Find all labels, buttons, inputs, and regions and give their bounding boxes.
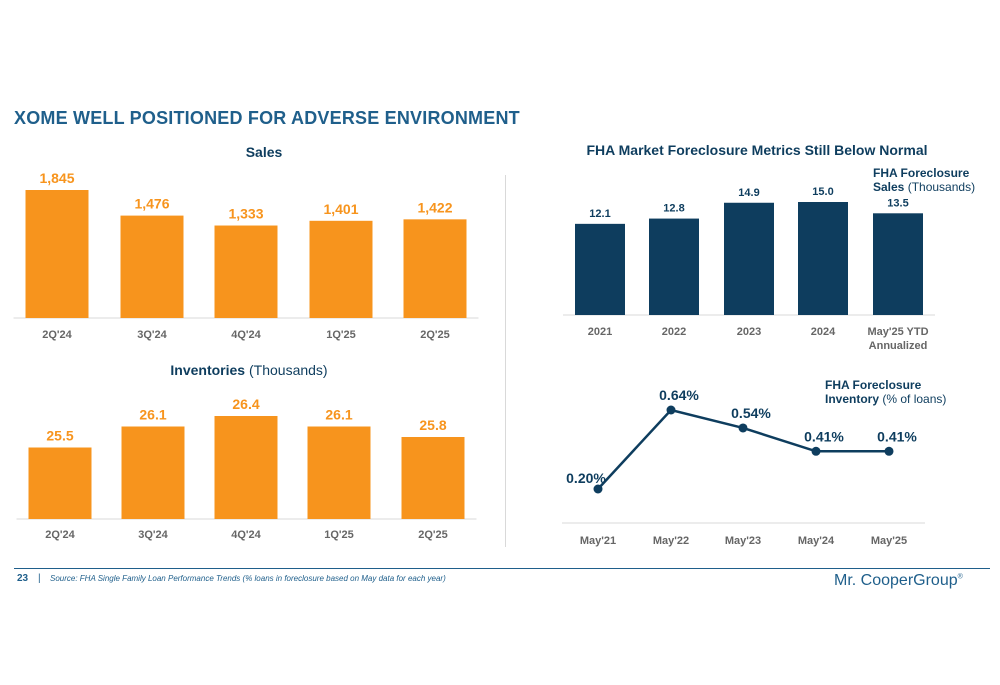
sales-data-label-3: 1,333 (228, 206, 263, 222)
fha-inventory-legend-line2: Inventory (% of loans) (825, 392, 946, 406)
inventories-data-label-5: 25.8 (419, 417, 446, 433)
fha-sales-bar-3 (724, 202, 774, 315)
fha-sales-legend-unit: (Thousands) (904, 180, 975, 194)
inventories-bar-5 (401, 437, 465, 519)
fha-inventory-data-label-5: 0.41% (877, 428, 917, 444)
sales-tick-label-3: 4Q'24 (231, 329, 261, 341)
fha-sales-tick-sublabel-5: Annualized (869, 340, 928, 352)
fha-inventory-tick-label-4: May'24 (798, 535, 835, 547)
fha-sales-tick-label-2: 2022 (662, 326, 686, 338)
sales-data-label-5: 1,422 (417, 199, 452, 215)
sales-tick-label-2: 3Q'24 (137, 329, 167, 341)
fha-sales-bar-1 (575, 223, 625, 315)
fha-inventory-point-4 (811, 446, 821, 456)
sales-bar-4 (309, 220, 373, 318)
sales-chart-title: Sales (246, 144, 283, 160)
fha-sales-bar-4 (798, 202, 848, 315)
fha-sales-tick-label-3: 2023 (737, 326, 761, 338)
inventories-bar-3 (214, 416, 278, 519)
footer-rule (14, 568, 990, 569)
sales-tick-label-4: 1Q'25 (326, 329, 356, 341)
inventories-bar-4 (307, 426, 371, 519)
fha-inventory-point-5 (884, 446, 894, 456)
fha-sales-data-label-1: 12.1 (589, 208, 610, 220)
fha-inventory-data-label-3: 0.54% (731, 405, 771, 421)
fha-inventory-tick-label-3: May'23 (725, 535, 761, 547)
logo-text: Mr. CooperGroup (834, 572, 958, 589)
panel-divider (505, 175, 506, 547)
fha-inventory-point-2 (666, 405, 676, 415)
sales-data-label-4: 1,401 (323, 201, 358, 217)
fha-sales-legend-line2: Sales (Thousands) (873, 180, 975, 194)
sales-bar-5 (403, 219, 467, 318)
inventories-bar-2 (121, 426, 185, 519)
fha-sales-bar-5 (873, 213, 923, 315)
fha-sales-tick-label-4: 2024 (811, 326, 836, 338)
logo-registered-mark: ® (957, 573, 963, 581)
fha-sales-tick-label-5: May'25 YTD (867, 326, 928, 338)
inventories-tick-label-1: 2Q'24 (45, 529, 75, 541)
fha-inventory-legend-unit: (% of loans) (879, 392, 946, 406)
inventories-data-label-3: 26.4 (232, 396, 259, 412)
sales-bar-3 (214, 225, 278, 318)
fha-inventory-data-label-2: 0.64% (659, 387, 699, 403)
inventories-data-label-1: 25.5 (46, 428, 73, 444)
fha-inventory-data-label-4: 0.41% (804, 428, 844, 444)
inventories-tick-label-5: 2Q'25 (418, 529, 448, 541)
footer-separator: | (38, 573, 41, 584)
fha-sales-tick-label-1: 2021 (588, 326, 612, 338)
fha-sales-legend-line1: FHA Foreclosure (873, 166, 970, 180)
inventories-bar-1 (28, 447, 92, 519)
fha-inventory-legend-line1: FHA Foreclosure (825, 378, 922, 392)
fha-sales-data-label-5: 13.5 (887, 197, 908, 209)
page-title: XOME WELL POSITIONED FOR ADVERSE ENVIRON… (14, 108, 520, 128)
inventories-title-main: Inventories (170, 362, 245, 378)
fha-inventory-data-label-1: 0.20% (566, 470, 606, 486)
fha-inventory-legend-name: Inventory (825, 392, 879, 406)
sales-data-label-2: 1,476 (134, 196, 169, 212)
inventories-data-label-2: 26.1 (139, 407, 166, 423)
fha-sales-data-label-2: 12.8 (663, 203, 684, 215)
inventories-tick-label-2: 3Q'24 (138, 529, 168, 541)
charts-canvas: Sales 1,845 2Q'24 1,476 3Q'24 1,333 4Q'24 1,401… (13, 142, 975, 547)
inventories-chart-title: Inventories (Thousands) (170, 362, 327, 378)
source-note: Source: FHA Single Family Loan Performan… (50, 574, 446, 583)
sales-tick-label-5: 2Q'25 (420, 329, 450, 341)
company-logo: Mr. CooperGroup® (834, 572, 963, 590)
fha-panel-title: FHA Market Foreclosure Metrics Still Bel… (586, 142, 927, 158)
fha-inventory-point-3 (738, 423, 748, 433)
fha-sales-data-label-3: 14.9 (738, 187, 759, 199)
sales-bar-1 (25, 190, 89, 318)
page-number: 23 (17, 573, 29, 584)
fha-inventory-tick-label-5: May'25 (871, 535, 907, 547)
fha-sales-data-label-4: 15.0 (812, 186, 833, 198)
inventories-tick-label-3: 4Q'24 (231, 529, 261, 541)
sales-bar-2 (120, 215, 184, 318)
sales-tick-label-1: 2Q'24 (42, 329, 72, 341)
inventories-tick-label-4: 1Q'25 (324, 529, 354, 541)
fha-inventory-tick-label-2: May'22 (653, 535, 689, 547)
fha-inventory-point-1 (593, 484, 603, 494)
inventories-data-label-4: 26.1 (325, 407, 352, 423)
fha-inventory-tick-label-1: May'21 (580, 535, 616, 547)
sales-data-label-1: 1,845 (39, 170, 74, 186)
fha-sales-bar-2 (649, 218, 699, 315)
fha-inventory-line (597, 408, 889, 490)
inventories-title-unit: (Thousands) (245, 362, 327, 378)
fha-sales-legend-name: Sales (873, 180, 905, 194)
